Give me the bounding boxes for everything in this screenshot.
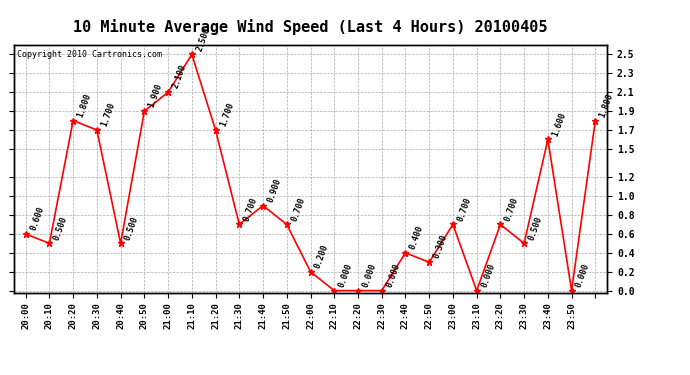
Text: 0.200: 0.200 <box>313 243 331 270</box>
Text: 0.000: 0.000 <box>361 262 377 288</box>
Text: 0.000: 0.000 <box>337 262 354 288</box>
Text: 0.500: 0.500 <box>52 214 69 241</box>
Text: Copyright 2010 Cartronics.com: Copyright 2010 Cartronics.com <box>17 50 161 59</box>
Text: 0.700: 0.700 <box>503 196 520 222</box>
Text: 0.300: 0.300 <box>432 234 449 260</box>
Text: 0.700: 0.700 <box>455 196 473 222</box>
Text: 0.000: 0.000 <box>480 262 496 288</box>
Text: 2.100: 2.100 <box>171 63 188 90</box>
Text: 2.500: 2.500 <box>195 26 212 52</box>
Text: 0.500: 0.500 <box>527 214 544 241</box>
Text: 0.700: 0.700 <box>290 196 306 222</box>
Text: 0.700: 0.700 <box>242 196 259 222</box>
Text: 1.600: 1.600 <box>551 111 568 137</box>
Text: 0.600: 0.600 <box>28 205 46 232</box>
Text: 10 Minute Average Wind Speed (Last 4 Hours) 20100405: 10 Minute Average Wind Speed (Last 4 Hou… <box>73 19 548 35</box>
Text: 0.400: 0.400 <box>408 224 425 251</box>
Text: 1.900: 1.900 <box>147 82 164 109</box>
Text: 1.800: 1.800 <box>598 92 615 118</box>
Text: 1.700: 1.700 <box>99 101 117 128</box>
Text: 0.000: 0.000 <box>574 262 591 288</box>
Text: 0.500: 0.500 <box>124 214 140 241</box>
Text: 1.800: 1.800 <box>76 92 93 118</box>
Text: 1.700: 1.700 <box>218 101 235 128</box>
Text: 0.900: 0.900 <box>266 177 283 203</box>
Text: 0.000: 0.000 <box>384 262 402 288</box>
